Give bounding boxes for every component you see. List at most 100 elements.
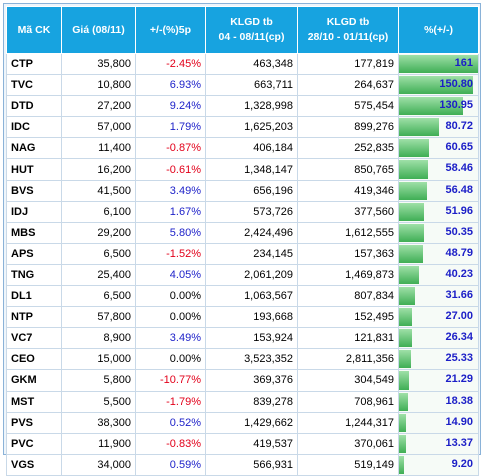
percent-label: 48.79 (445, 246, 473, 259)
change-cell: 9.24% (135, 95, 206, 118)
percent-bar (399, 350, 412, 369)
volume-current-cell: 153,924 (205, 327, 298, 350)
percent-label: 13.37 (445, 436, 473, 449)
header-volume-previous-line2: 28/10 - 01/11(cp) (307, 31, 389, 43)
percent-change-cell: 13.37 (398, 432, 479, 455)
table-row: CEO 15,000 0.00% 3,523,352 2,811,356 25.33 (6, 348, 479, 371)
percent-change-cell: 31.66 (398, 285, 479, 308)
stock-volume-table-panel: Mã CK Giá (08/11) +/-(%)5p KLGD tb 04 - 0… (3, 3, 481, 476)
volume-previous-cell: 1,469,873 (297, 263, 399, 287)
stock-code-cell: GKM (6, 369, 62, 392)
volume-current-cell: 839,278 (205, 390, 298, 413)
volume-previous-cell: 157,363 (297, 242, 399, 265)
price-cell: 25,400 (61, 263, 136, 287)
volume-current-cell: 573,726 (205, 200, 298, 223)
percent-bar (399, 413, 407, 432)
volume-previous-cell: 575,454 (297, 95, 399, 118)
percent-label: 26.34 (445, 331, 473, 344)
price-cell: 15,000 (61, 348, 136, 371)
table-row: VC7 8,900 3.49% 153,924 121,831 26.34 (6, 327, 479, 350)
change-cell: -10.77% (135, 369, 206, 392)
stock-code-cell: NAG (6, 137, 62, 160)
volume-current-cell: 1,429,662 (205, 411, 298, 434)
percent-label: 130.95 (439, 99, 473, 112)
percent-label: 150.80 (439, 78, 473, 91)
price-cell: 29,200 (61, 221, 136, 244)
volume-previous-cell: 252,835 (297, 137, 399, 160)
price-cell: 35,800 (61, 52, 136, 76)
price-cell: 57,800 (61, 306, 136, 329)
percent-change-cell: 9.20 (398, 453, 479, 476)
percent-label: 31.66 (445, 289, 473, 302)
percent-bar (399, 329, 412, 348)
volume-current-cell: 663,711 (205, 74, 298, 97)
stock-volume-table: Mã CK Giá (08/11) +/-(%)5p KLGD tb 04 - 0… (6, 6, 479, 476)
percent-bar (399, 160, 428, 179)
volume-current-cell: 463,348 (205, 52, 298, 76)
price-cell: 41,500 (61, 179, 136, 202)
table-row: NTP 57,800 0.00% 193,668 152,495 27.00 (6, 306, 479, 329)
volume-previous-cell: 121,831 (297, 327, 399, 350)
table-row: PVS 38,300 0.52% 1,429,662 1,244,317 14.90 (6, 411, 479, 434)
price-cell: 27,200 (61, 95, 136, 118)
percent-bar (399, 308, 413, 327)
percent-change-cell: 130.95 (398, 95, 479, 118)
header-volume-previous-line1: KLGD tb (326, 16, 370, 28)
volume-previous-cell: 377,560 (297, 200, 399, 223)
volume-previous-cell: 370,061 (297, 432, 399, 455)
percent-bar (399, 455, 404, 474)
volume-current-cell: 566,931 (205, 453, 298, 476)
change-cell: 4.05% (135, 263, 206, 287)
change-cell: 5.80% (135, 221, 206, 244)
percent-change-cell: 50.35 (398, 221, 479, 244)
percent-change-cell: 40.23 (398, 263, 479, 287)
percent-change-cell: 60.65 (398, 137, 479, 160)
change-cell: 3.49% (135, 327, 206, 350)
stock-code-cell: DL1 (6, 285, 62, 308)
percent-change-cell: 161 (398, 52, 479, 76)
percent-label: 25.33 (445, 352, 473, 365)
volume-previous-cell: 708,961 (297, 390, 399, 413)
table-row: IDJ 6,100 1.67% 573,726 377,560 51.96 (6, 200, 479, 223)
change-cell: 0.00% (135, 348, 206, 371)
stock-code-cell: VGS (6, 453, 62, 476)
stock-code-cell: NTP (6, 306, 62, 329)
volume-previous-cell: 419,346 (297, 179, 399, 202)
change-cell: -0.83% (135, 432, 206, 455)
percent-change-cell: 26.34 (398, 327, 479, 350)
table-row: TVC 10,800 6.93% 663,711 264,637 150.80 (6, 74, 479, 97)
table-row: MBS 29,200 5.80% 2,424,496 1,612,555 50.35 (6, 221, 479, 244)
stock-code-cell: MBS (6, 221, 62, 244)
header-volume-current-line2: 04 - 08/11(cp) (218, 31, 285, 43)
percent-change-cell: 58.46 (398, 158, 479, 181)
percent-label: 14.90 (445, 415, 473, 428)
volume-previous-cell: 899,276 (297, 116, 399, 139)
volume-previous-cell: 304,549 (297, 369, 399, 392)
price-cell: 6,500 (61, 242, 136, 265)
percent-change-cell: 27.00 (398, 306, 479, 329)
change-cell: 1.67% (135, 200, 206, 223)
volume-previous-cell: 850,765 (297, 158, 399, 181)
price-cell: 57,000 (61, 116, 136, 139)
stock-code-cell: PVS (6, 411, 62, 434)
header-volume-current-line1: KLGD tb (230, 16, 273, 28)
volume-current-cell: 656,196 (205, 179, 298, 202)
price-cell: 5,800 (61, 369, 136, 392)
percent-label: 161 (454, 57, 473, 69)
change-cell: 0.52% (135, 411, 206, 434)
percent-label: 18.38 (445, 394, 473, 407)
table-body: CTP 35,800 -2.45% 463,348 177,819 161 TVC 10,80… (6, 52, 479, 476)
percent-change-cell: 48.79 (398, 242, 479, 265)
price-cell: 6,500 (61, 285, 136, 308)
stock-code-cell: APS (6, 242, 62, 265)
percent-bar (399, 434, 406, 453)
change-cell: -0.61% (135, 158, 206, 181)
volume-current-cell: 369,376 (205, 369, 298, 392)
percent-change-cell: 21.29 (398, 369, 479, 392)
stock-code-cell: TNG (6, 263, 62, 287)
table-row: DL1 6,500 0.00% 1,063,567 807,834 31.66 (6, 285, 479, 308)
header-row: Mã CK Giá (08/11) +/-(%)5p KLGD tb 04 - 0… (6, 6, 479, 54)
stock-code-cell: IDJ (6, 200, 62, 223)
volume-current-cell: 2,061,209 (205, 263, 298, 287)
price-cell: 11,400 (61, 137, 136, 160)
